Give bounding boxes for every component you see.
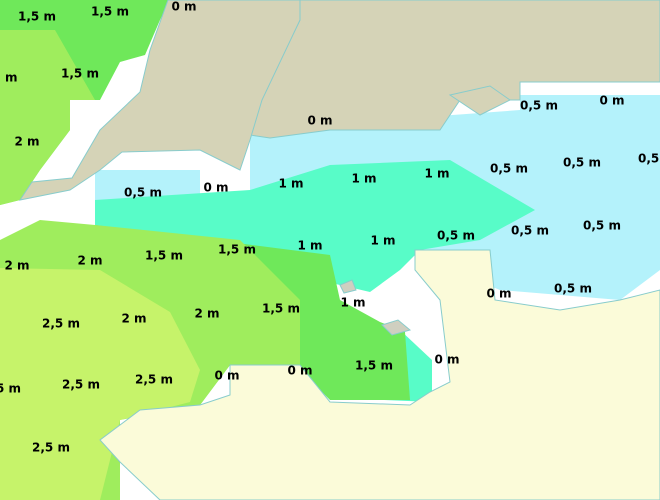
wave-height-label: 2,5 m <box>42 317 80 331</box>
zone-one-metre <box>95 160 535 292</box>
wave-height-label: 2 m <box>14 135 39 149</box>
wave-height-label: 0,5 m <box>511 224 549 238</box>
wave-height-label: 0,5 m <box>583 219 621 233</box>
wave-height-label: 0 m <box>434 353 459 367</box>
wave-height-label: 1,5 m <box>218 243 256 257</box>
wave-height-label: 1,5 m <box>262 302 300 316</box>
wave-height-label: 2 m <box>121 312 146 326</box>
wave-height-label: 0,5 m <box>520 99 558 113</box>
wave-height-label: 0,5 m <box>437 229 475 243</box>
wave-height-label: 2,5 m <box>135 373 173 387</box>
wave-height-label: 1,5 m <box>145 249 183 263</box>
wave-height-label: 1 m <box>424 167 449 181</box>
zone-two-half-metre <box>0 268 200 500</box>
wave-height-label: 0,5 m <box>563 156 601 170</box>
land-isle-of-wight <box>448 85 511 116</box>
wave-height-label: 0,5 m <box>124 186 162 200</box>
wave-height-label: 2,5 m <box>62 378 100 392</box>
wave-height-label: 2 m <box>194 307 219 321</box>
wave-height-label: 1,5 m <box>61 67 99 81</box>
wave-height-label: 0,5 m <box>554 282 592 296</box>
wave-height-labels: 1,5 m 1,5 m 0 m 2 m 1,5 m 2 m 0 m 0,5 m 0 m 0,5 m… <box>0 0 660 455</box>
wave-height-label: 1,5 m <box>18 10 56 24</box>
wave-height-label: 0 m <box>486 287 511 301</box>
land-france <box>99 249 660 500</box>
land-channel-island <box>339 279 357 294</box>
wave-height-label: 0,5 m <box>638 152 660 166</box>
wave-height-label: 1,5 m <box>355 359 393 373</box>
wave-height-label: 0 m <box>287 364 312 378</box>
land-cornwall-devon <box>18 0 301 201</box>
wave-height-label: 0,5 m <box>490 162 528 176</box>
wave-height-label: 1 m <box>351 172 376 186</box>
wave-height-label: 0 m <box>171 0 196 14</box>
wave-height-label: 0 m <box>203 181 228 195</box>
wave-height-label: 1 m <box>340 296 365 310</box>
wave-height-label: 1 m <box>370 234 395 248</box>
wave-height-label: 0 m <box>307 114 332 128</box>
wave-height-label: 2 m <box>0 71 18 85</box>
wave-height-label: 2,5 m <box>0 382 21 396</box>
wave-height-label: 0 m <box>214 369 239 383</box>
wave-height-label: 2 m <box>77 254 102 268</box>
wave-height-label: 1,5 m <box>91 5 129 19</box>
wave-height-label: 1 m <box>278 177 303 191</box>
wave-height-label: 1 m <box>297 239 322 253</box>
land-channel-island <box>381 319 412 336</box>
wave-height-label: 0 m <box>599 94 624 108</box>
zone-two-metre-north <box>0 30 95 205</box>
wave-height-label: 2 m <box>4 259 29 273</box>
wave-height-label: 2,5 m <box>32 441 70 455</box>
